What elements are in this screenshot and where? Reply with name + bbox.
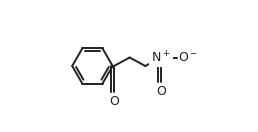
Text: O: O bbox=[109, 95, 119, 108]
Text: O$^-$: O$^-$ bbox=[178, 51, 198, 64]
Text: O: O bbox=[156, 85, 166, 98]
Text: N$^+$: N$^+$ bbox=[151, 50, 171, 65]
